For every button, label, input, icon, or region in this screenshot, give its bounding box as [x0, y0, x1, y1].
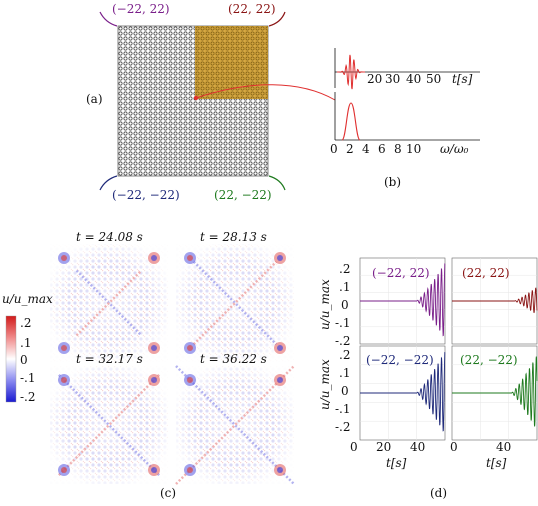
b-freq-tick-6: 6: [378, 142, 386, 156]
snapshot-fade-2: [176, 244, 294, 362]
b-freq-tick-0: 0: [330, 142, 338, 156]
d-series-label-1: (22, 22): [462, 266, 510, 280]
hotspot-core-2-4: [277, 345, 283, 351]
b-time-tick-40: 40: [406, 72, 422, 86]
b-top-signal: [337, 54, 365, 90]
hotspot-core-2-3: [187, 345, 193, 351]
d-ytick-top-2: 0: [341, 298, 349, 312]
d-series-line-4: [452, 356, 538, 427]
b-freq-tick-8: 8: [394, 142, 402, 156]
colorbar-tick-2: 0: [20, 353, 28, 367]
panel-label-d: (d): [430, 486, 448, 500]
b-bot-spectrum: [341, 102, 361, 141]
d-ylabel-bottom: u/u_max: [318, 359, 332, 410]
hotspot-core-1-4: [151, 345, 157, 351]
hotspot-core-3-1: [61, 377, 67, 383]
corner-label-bottom-right: (22, −22): [214, 188, 272, 202]
b-freq-label: ω/ω₀: [440, 142, 469, 156]
wavefront-diag-2: [192, 260, 278, 346]
b-time-tick-30: 30: [385, 72, 401, 86]
colorbar: [5, 315, 17, 403]
hotspot-core-3-3: [61, 467, 67, 473]
hotspot-core-4-4: [277, 467, 283, 473]
d-series-label-0: (−22, 22): [372, 266, 430, 280]
d-ytick-bot-0: .2: [339, 348, 351, 362]
d-series-line-3: [360, 351, 446, 432]
d-series-line-1: [360, 263, 446, 337]
panel-label-c: (c): [160, 486, 177, 500]
snapshot-label-2: t = 28.13 s: [200, 230, 267, 244]
panel-label-b: (b): [384, 175, 402, 189]
b-freq-tick-2: 2: [346, 142, 354, 156]
lattice-highlight-grid: [195, 26, 268, 99]
d-series-line-2: [452, 287, 538, 314]
hotspot-core-4-3: [187, 467, 193, 473]
d-ytick-top-0: .2: [339, 262, 351, 276]
hotspot-core-2-2: [277, 255, 283, 261]
hotspot-core-2-1: [187, 255, 193, 261]
d-ytick-bot-3: -.1: [335, 402, 351, 416]
d-xtick-left-20: 20: [376, 440, 392, 454]
wavefront-anti-1: [75, 269, 143, 337]
b-time-tick-50: 50: [426, 72, 442, 86]
hotspot-core-4-1: [187, 377, 193, 383]
arrow-bottom-right: [268, 175, 286, 191]
source-connector: [195, 84, 336, 101]
hotspot-core-4-2: [277, 377, 283, 383]
d-xtick-right-0: 0: [450, 440, 458, 454]
d-ytick-bot-2: 0: [341, 384, 349, 398]
corner-label-top-left: (−22, 22): [112, 2, 170, 16]
d-xtick-left-40: 40: [410, 440, 426, 454]
d-ytick-bot-1: .1: [339, 366, 351, 380]
corner-label-top-right: (22, 22): [228, 2, 276, 16]
hotspot-core-3-4: [151, 467, 157, 473]
d-series-label-2: (−22, −22): [366, 353, 434, 367]
arrow-top-right: [268, 11, 286, 27]
snapshot-fade-4: [176, 366, 294, 484]
d-ytick-top-4: -.2: [335, 334, 351, 348]
b-time-label: t[s]: [452, 72, 473, 86]
d-series-label-3: (22, −22): [460, 353, 518, 367]
colorbar-tick-1: .1: [20, 336, 32, 350]
snapshot-label-3: t = 32.17 s: [76, 352, 143, 366]
corner-label-bottom-left: (−22, −22): [112, 188, 180, 202]
colorbar-label: u/u_max: [2, 292, 53, 306]
arrow-top-left: [99, 11, 118, 27]
panel-label-a: (a): [86, 92, 103, 106]
hotspot-core-1-1: [61, 255, 67, 261]
colorbar-tick-0: .2: [20, 316, 32, 330]
b-time-tick-20: 20: [367, 72, 383, 86]
snapshot-fade-3: [50, 366, 168, 484]
d-ytick-top-3: -.1: [335, 316, 351, 330]
wavefront-anti-2: [192, 260, 278, 346]
d-ytick-top-1: .1: [339, 280, 351, 294]
d-ylabel-top: u/u_max: [318, 279, 332, 330]
d-xlabel-left: t[s]: [386, 456, 407, 470]
snapshot-label-4: t = 36.22 s: [200, 352, 267, 366]
snapshot-label-1: t = 24.08 s: [76, 230, 143, 244]
colorbar-tick-3: -.1: [20, 371, 36, 385]
b-freq-tick-4: 4: [362, 142, 370, 156]
hotspot-core-3-2: [151, 377, 157, 383]
arrow-bottom-left: [99, 175, 118, 191]
d-xlabel-right: t[s]: [486, 456, 507, 470]
hotspot-core-1-3: [61, 345, 67, 351]
b-freq-tick-10: 10: [406, 142, 422, 156]
d-xtick-left-0: 0: [350, 440, 358, 454]
d-ytick-bot-4: -.2: [335, 420, 351, 434]
d-xtick-right-40: 40: [496, 440, 512, 454]
hotspot-core-1-2: [151, 255, 157, 261]
colorbar-tick-4: -.2: [20, 390, 36, 404]
